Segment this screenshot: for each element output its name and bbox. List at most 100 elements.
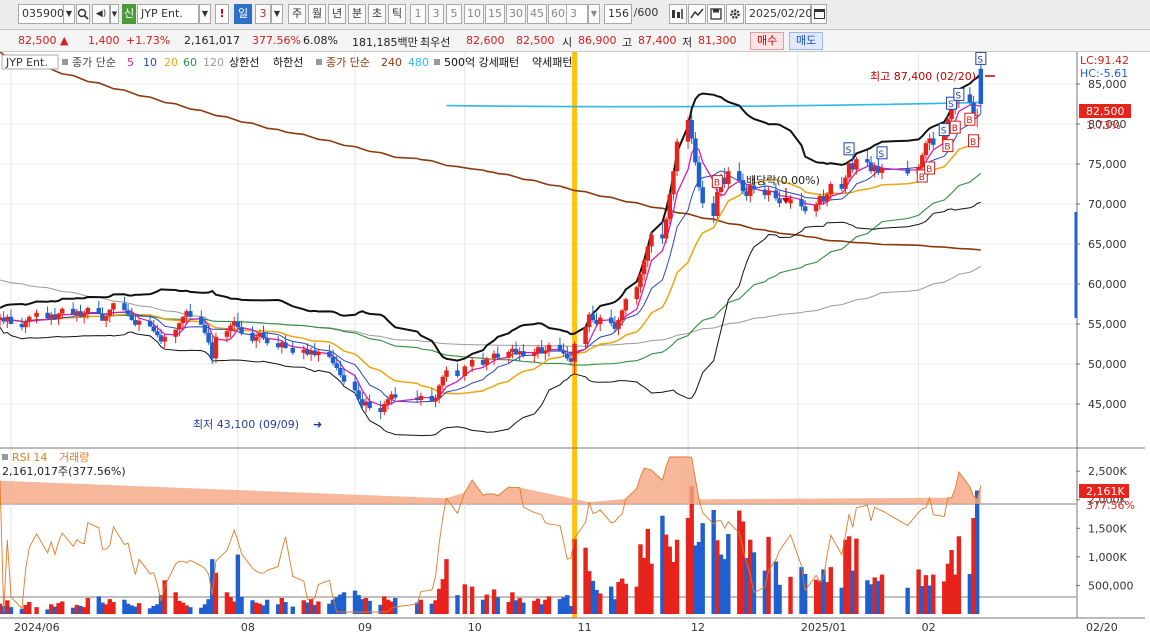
speaker-dropdown-icon[interactable]: ▼: [110, 4, 119, 24]
legend-upper-band: 상한선: [229, 56, 259, 69]
weak-signal-icon: B: [964, 112, 976, 126]
calendar-icon[interactable]: [811, 4, 827, 24]
candle: [56, 312, 61, 325]
stock-code-input[interactable]: 035900: [18, 4, 64, 24]
volume-bar: [85, 598, 91, 614]
name-dropdown-icon[interactable]: ▼: [199, 4, 211, 24]
candle-body: [103, 316, 109, 321]
candle: [557, 337, 563, 352]
candle-body: [597, 317, 603, 324]
tab-daily[interactable]: 일: [234, 4, 252, 24]
date-input[interactable]: 2025/02/20: [745, 4, 812, 24]
candle: [740, 173, 746, 195]
candle-body: [974, 115, 980, 117]
volume-bar: [56, 603, 61, 614]
interval-dropdown-icon[interactable]: ▼: [588, 4, 600, 24]
search-icon[interactable]: [76, 4, 90, 24]
candle-body: [920, 155, 925, 168]
candle-body: [777, 198, 782, 204]
tab-period-count[interactable]: 3: [255, 4, 271, 24]
tab-monthly[interactable]: 월: [308, 4, 326, 24]
open-label: 시: [562, 36, 573, 49]
turnover-rate: 6.08%: [303, 34, 338, 47]
warning-button[interactable]: !: [215, 4, 229, 24]
candle-body: [726, 171, 731, 184]
candle: [444, 366, 449, 382]
volume-bar: [352, 590, 358, 614]
candle: [129, 308, 134, 321]
code-dropdown-icon[interactable]: ▼: [63, 4, 75, 24]
volume-bar: [228, 597, 233, 614]
tab-yearly[interactable]: 년: [328, 4, 346, 24]
volume-bar: [799, 567, 804, 614]
sell-button[interactable]: 매도: [789, 32, 824, 50]
candle: [667, 192, 672, 224]
tab-minute[interactable]: 분: [348, 4, 366, 24]
tab-tick[interactable]: 틱: [388, 4, 406, 24]
candle: [180, 316, 186, 330]
candle-body: [619, 310, 625, 320]
save-icon[interactable]: [707, 4, 725, 24]
stock-name-field[interactable]: JYP Ent.: [137, 4, 199, 24]
volume-bars: [0, 486, 980, 614]
volume-bar: [572, 539, 577, 614]
candle: [865, 150, 870, 167]
volume-bar: [927, 585, 932, 614]
candle-body: [532, 352, 537, 356]
svg-text:S: S: [955, 91, 961, 101]
minute-option-3[interactable]: 3: [428, 4, 444, 24]
candle: [228, 323, 233, 338]
candle: [125, 304, 131, 317]
period-dropdown-icon[interactable]: ▼: [271, 4, 283, 24]
candle-body: [70, 308, 76, 316]
candle: [290, 341, 296, 356]
minute-option-5[interactable]: 5: [446, 4, 462, 24]
speaker-icon[interactable]: ◀): [92, 4, 110, 24]
volume-bar: [539, 604, 544, 614]
weak-signal-icon: B: [916, 169, 928, 183]
volume-bar: [879, 574, 885, 614]
volume-bar: [235, 554, 241, 614]
candle-body: [846, 163, 852, 178]
count-input[interactable]: 156: [604, 4, 632, 24]
candle: [974, 108, 980, 128]
volume-bar: [338, 594, 343, 614]
tab-weekly[interactable]: 주: [288, 4, 306, 24]
tab-second[interactable]: 초: [368, 4, 386, 24]
minute-option-15[interactable]: 15: [485, 4, 505, 24]
volume-bar: [210, 559, 215, 614]
time-tick-label: 2025/01: [801, 621, 847, 634]
chart-settings-icon[interactable]: [669, 4, 687, 24]
candle-body: [715, 192, 720, 216]
candle: [103, 314, 109, 328]
legend-ma60: 60: [183, 56, 197, 69]
candle: [158, 328, 164, 344]
candle: [261, 325, 266, 340]
candle-body: [356, 390, 361, 400]
minute-option-45[interactable]: 45: [527, 4, 547, 24]
minute-option-60[interactable]: 60: [548, 4, 568, 24]
volume-bar: [8, 607, 14, 614]
interval-input[interactable]: 3: [566, 4, 588, 24]
volume-bar: [316, 601, 321, 614]
candle-body: [557, 344, 563, 351]
candle-body: [275, 343, 281, 348]
candle-body: [521, 351, 526, 356]
candle: [641, 258, 647, 281]
candle: [568, 351, 574, 366]
minute-option-10[interactable]: 10: [464, 4, 484, 24]
time-tick-label: 10: [468, 621, 482, 634]
minute-option-30[interactable]: 30: [506, 4, 526, 24]
buy-button[interactable]: 매수: [750, 32, 785, 50]
compare-icon[interactable]: [688, 4, 706, 24]
candle-body: [96, 308, 102, 314]
time-tick-label: 02: [922, 621, 936, 634]
volume-bar: [239, 596, 244, 614]
candle: [802, 200, 808, 215]
gear-icon[interactable]: [726, 4, 744, 24]
minute-option-1[interactable]: 1: [410, 4, 426, 24]
candle-body: [228, 325, 233, 332]
volume-bar: [594, 590, 599, 614]
candle-body: [623, 299, 629, 311]
